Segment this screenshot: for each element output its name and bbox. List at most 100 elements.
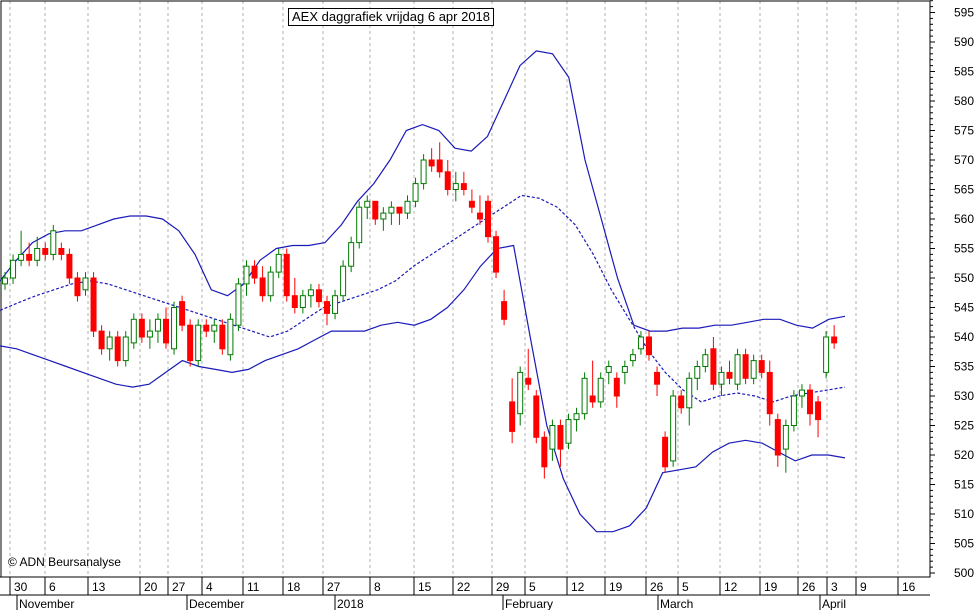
candle (122, 331, 129, 367)
candle-body (388, 206, 395, 214)
candle-body (444, 171, 451, 191)
candle-body (364, 200, 371, 208)
candle (678, 390, 685, 414)
y-tick-label: 565 (954, 183, 974, 197)
candle-body (750, 360, 757, 379)
candle-body (629, 354, 636, 362)
candle (324, 295, 330, 326)
candle-body (654, 371, 661, 385)
y-tick-label: 535 (954, 360, 974, 374)
candle (549, 419, 556, 461)
candle (533, 390, 540, 444)
candle-body (138, 318, 145, 338)
candle (106, 331, 113, 361)
y-tick-label: 510 (954, 507, 974, 521)
y-tick-label: 555 (954, 242, 974, 256)
candle-body (299, 295, 306, 309)
candle-body (807, 389, 813, 415)
candle-body (90, 277, 97, 332)
candle (130, 313, 137, 349)
candle (412, 177, 419, 208)
candle-body (18, 253, 25, 261)
candle (372, 200, 379, 225)
y-tick-label: 590 (954, 35, 974, 49)
month-label: December (189, 597, 244, 610)
month-label: February (505, 597, 553, 610)
candle-body (452, 183, 459, 191)
candle (444, 160, 451, 196)
candle-body (605, 366, 612, 373)
x-axis: 30 6 13 20 27 4 11 18 27 8 15 22 29 5 12 19 26 5 12 19 26 3 9 1… (0, 576, 930, 610)
candle (380, 207, 387, 231)
candle (332, 289, 339, 320)
candle-body (243, 265, 250, 285)
y-tick-label: 515 (954, 478, 974, 492)
candle-body (58, 248, 65, 255)
candle (74, 272, 81, 302)
x-tick-label: 18 (287, 580, 301, 594)
candle (388, 201, 395, 225)
candle (485, 195, 491, 243)
candle (742, 348, 749, 385)
lower-band-line (0, 244, 846, 533)
candle-body (154, 318, 161, 332)
candle-body (790, 395, 797, 426)
x-tick-label: 26 (802, 580, 816, 594)
candle-body (646, 336, 652, 356)
candle (114, 331, 121, 367)
copyright-notice: © ADN Beursanalyse (8, 555, 121, 569)
candle-body (613, 377, 620, 397)
candle-body (597, 377, 604, 403)
candle (364, 195, 371, 219)
candle (790, 390, 797, 432)
y-tick-label: 560 (954, 212, 974, 226)
candle (597, 372, 604, 408)
candle (654, 366, 661, 396)
candle-body (332, 295, 339, 314)
candle-body (348, 242, 355, 267)
candle (541, 431, 548, 479)
candle (10, 254, 17, 284)
candle (565, 413, 572, 450)
candle (171, 301, 178, 355)
candle (621, 360, 628, 385)
candle (726, 360, 733, 385)
y-tick-label: 545 (954, 301, 974, 315)
y-axis: 500 505 510 515 520 525 530 535 540 545 550 555 560 5… (930, 0, 974, 580)
candle-body (396, 206, 403, 214)
x-tick-label: 3 (831, 580, 838, 594)
candle-body (2, 277, 8, 285)
candle-body (678, 395, 685, 409)
candle-body (766, 371, 773, 415)
candle-body (758, 360, 765, 373)
month-label: November (19, 597, 74, 610)
chart-title: AEX daggrafiek vrijdag 6 apr 2018 (288, 8, 495, 26)
candle (468, 189, 475, 214)
candle-body (589, 395, 596, 403)
x-tick-label: 6 (49, 580, 56, 594)
month-label: April (822, 597, 846, 610)
candle (807, 384, 813, 426)
upper-band-line (0, 50, 846, 332)
candle-body (412, 183, 419, 202)
y-tick-label: 580 (954, 94, 974, 108)
middle-band-line (0, 194, 846, 403)
candle-body (34, 248, 41, 261)
candle-body (686, 377, 693, 409)
candle (629, 348, 636, 367)
candle (219, 319, 226, 355)
candle (34, 236, 41, 267)
candle-body (823, 336, 830, 373)
candle-body (10, 259, 17, 279)
candle (493, 230, 500, 278)
candle-body (485, 200, 491, 238)
candle-body (283, 253, 290, 297)
candle (58, 242, 65, 261)
candle (670, 390, 677, 467)
candle-body (702, 354, 709, 368)
candlesticks (2, 142, 838, 479)
candle (396, 206, 403, 225)
candle (662, 431, 669, 473)
candle (243, 260, 250, 296)
candle-body (315, 289, 322, 303)
